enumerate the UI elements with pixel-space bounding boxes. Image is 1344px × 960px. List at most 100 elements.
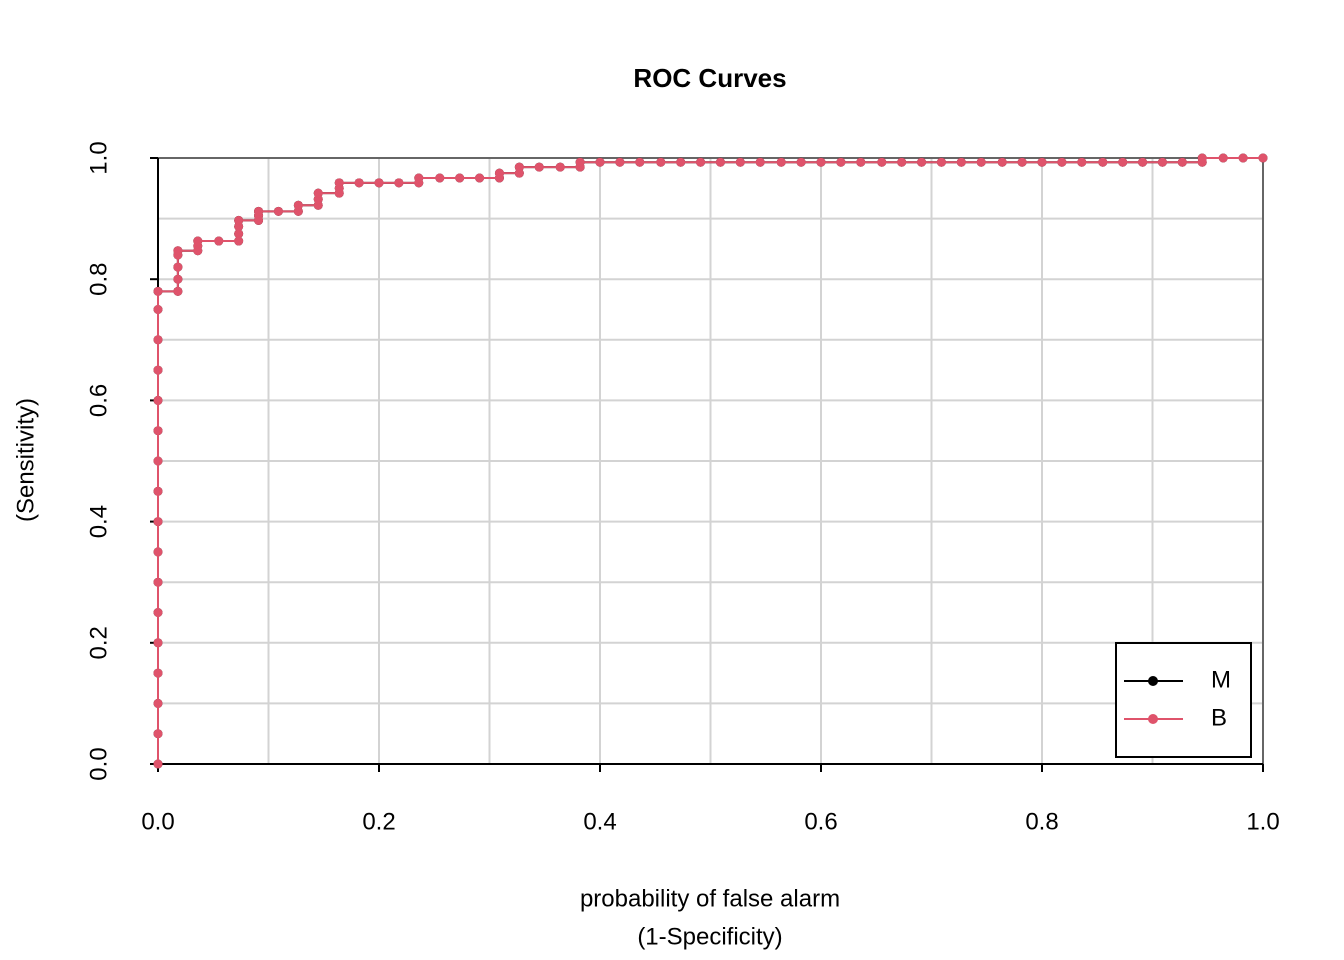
roc-point (153, 426, 163, 436)
roc-point (153, 335, 163, 345)
roc-point (1057, 157, 1067, 167)
y-tick-label: 1.0 (85, 141, 112, 174)
roc-point (214, 236, 224, 246)
y-tick-label: 0.8 (85, 263, 112, 296)
x-tick-label: 0.0 (141, 808, 174, 835)
roc-point (1017, 157, 1027, 167)
legend-marker (1148, 676, 1158, 686)
y-tick-label: 0.6 (85, 384, 112, 417)
roc-point (293, 200, 303, 210)
roc-point (153, 456, 163, 466)
roc-point (153, 547, 163, 557)
roc-point (656, 157, 666, 167)
roc-point (1218, 153, 1228, 163)
roc-point (374, 178, 384, 188)
roc-point (917, 157, 927, 167)
roc-point (153, 517, 163, 527)
roc-point (234, 229, 244, 239)
roc-point (715, 157, 725, 167)
roc-point (1037, 157, 1047, 167)
roc-point (153, 759, 163, 769)
roc-point (1258, 153, 1268, 163)
roc-point (475, 173, 485, 183)
y-tick-label: 0.4 (85, 505, 112, 538)
roc-point (676, 157, 686, 167)
roc-point (897, 157, 907, 167)
roc-point (153, 668, 163, 678)
roc-point (856, 157, 866, 167)
legend-label: M (1211, 666, 1231, 693)
x-tick-label: 0.2 (362, 808, 395, 835)
x-tick-label: 1.0 (1246, 808, 1279, 835)
roc-point (1197, 153, 1207, 163)
roc-point (153, 608, 163, 617)
roc-point (435, 173, 445, 183)
roc-point (956, 157, 966, 167)
roc-point (1157, 157, 1167, 167)
roc-point (153, 729, 163, 739)
roc-point (313, 188, 323, 198)
roc-point (575, 157, 585, 167)
roc-point (173, 286, 183, 296)
roc-point (153, 698, 163, 708)
roc-point (153, 638, 163, 648)
roc-point (1077, 157, 1087, 167)
y-axis-label: (Sensitivity) (12, 398, 39, 522)
roc-point (254, 206, 264, 216)
roc-point (173, 274, 183, 284)
roc-point (153, 577, 163, 587)
chart-title: ROC Curves (633, 63, 786, 93)
roc-point (514, 162, 524, 172)
roc-point (394, 178, 404, 188)
roc-point (234, 215, 244, 225)
roc-point (635, 157, 645, 167)
y-tick-label: 0.2 (85, 626, 112, 659)
roc-point (936, 157, 946, 167)
roc-point (776, 157, 786, 167)
roc-point (836, 157, 846, 167)
roc-point (534, 162, 544, 172)
roc-point (615, 157, 625, 167)
x-tick-label: 0.4 (583, 808, 616, 835)
y-tick-label: 0.0 (85, 747, 112, 780)
roc-point (193, 236, 203, 246)
roc-point (816, 157, 826, 167)
legend-label: B (1211, 704, 1227, 731)
roc-point (153, 305, 163, 314)
roc-point (1238, 153, 1248, 163)
roc-point (877, 157, 887, 167)
roc-point (173, 262, 183, 272)
legend-box (1115, 642, 1252, 758)
roc-point (1138, 157, 1148, 167)
x-tick-label: 0.6 (804, 808, 837, 835)
roc-point (735, 157, 745, 167)
roc-point (153, 365, 163, 375)
roc-point (696, 157, 706, 167)
x-tick-label: 0.8 (1025, 808, 1058, 835)
roc-point (595, 157, 605, 167)
roc-point (1177, 157, 1187, 167)
roc-point (153, 286, 163, 296)
roc-point (354, 178, 364, 188)
roc-point (173, 246, 183, 256)
roc-point (153, 486, 163, 496)
x-axis-label: (1-Specificity) (637, 923, 782, 950)
roc-point (273, 206, 283, 216)
roc-point (796, 157, 806, 167)
roc-point (976, 157, 986, 167)
roc-point (997, 157, 1007, 167)
roc-point (1118, 157, 1128, 167)
roc-point (555, 162, 565, 172)
roc-point (414, 173, 424, 183)
roc-point (494, 168, 504, 178)
roc-point (234, 236, 244, 246)
roc-point (455, 173, 465, 183)
x-axis-label: probability of false alarm (580, 885, 840, 912)
roc-point (1098, 157, 1108, 167)
roc-point (334, 178, 344, 188)
legend-marker (1148, 714, 1158, 724)
roc-point (153, 395, 163, 405)
roc-point (755, 157, 765, 167)
